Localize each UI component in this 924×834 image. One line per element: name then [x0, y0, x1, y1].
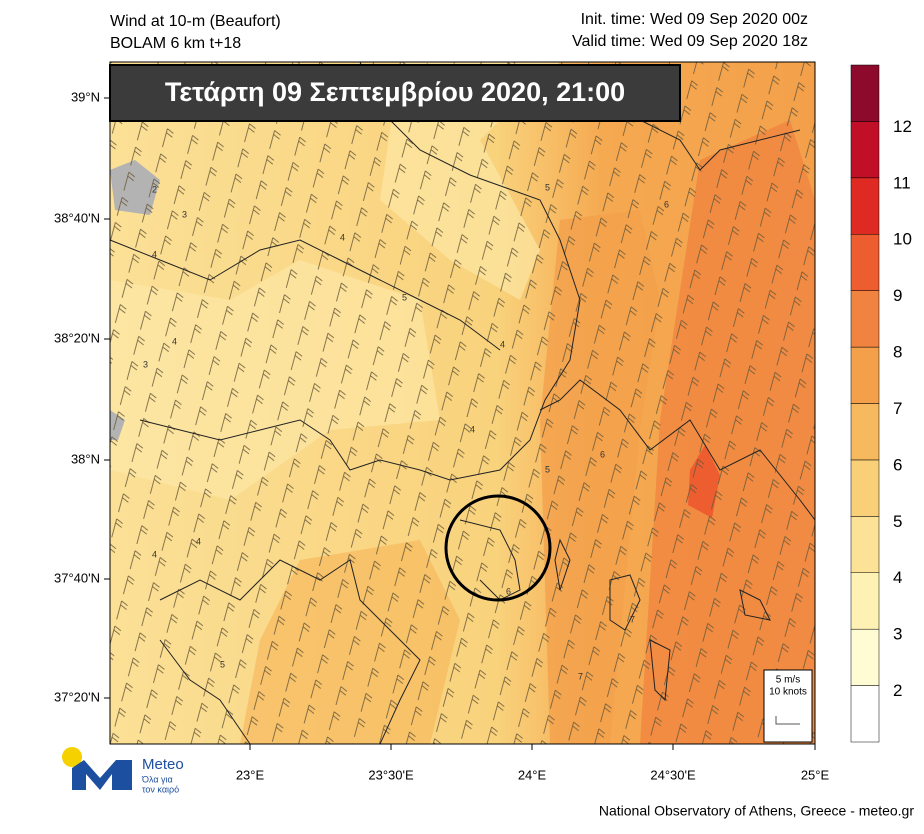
- lat-label: 39°N: [71, 89, 100, 104]
- lon-label: 23°30'E: [368, 767, 414, 782]
- contour-label: 4: [196, 536, 201, 546]
- scale-knots: 10 knots: [769, 687, 807, 698]
- logo-tagline: Όλα για: [141, 774, 173, 784]
- contour-label: 5: [545, 464, 550, 474]
- contour-label: 6: [600, 449, 605, 459]
- contour-label: 4: [340, 232, 345, 242]
- colorbar-band: [850, 64, 880, 122]
- contour-label: 4: [152, 549, 157, 559]
- colorbar-band: [850, 459, 880, 517]
- colorbar-band: [850, 403, 880, 461]
- valid-time: Valid time: Wed 09 Sep 2020 18z: [572, 33, 808, 50]
- contour-label: 4: [500, 339, 505, 349]
- colorbar-label: 5: [893, 512, 902, 531]
- colorbar-band: [850, 516, 880, 573]
- colorbar-label: 3: [893, 625, 902, 644]
- footer: National Observatory of Athens, Greece -…: [599, 803, 914, 819]
- colorbar-band: [850, 685, 880, 743]
- lat-label: 38°N: [71, 451, 100, 466]
- logo-name: Meteo: [142, 756, 184, 773]
- contour-label: 5: [402, 292, 407, 302]
- colorbar-band: [850, 572, 880, 630]
- colorbar-label: 9: [893, 286, 902, 305]
- contour-label: 3: [182, 209, 187, 219]
- lat-label: 38°20'N: [54, 330, 100, 345]
- colorbar-band: [850, 121, 880, 179]
- contour-label: 4: [172, 336, 177, 346]
- lon-label: 25°E: [801, 767, 830, 782]
- logo: Meteo Όλα για τον καιρό: [62, 747, 184, 794]
- model: BOLAM 6 km t+18: [110, 35, 241, 52]
- colorbar-label: 6: [893, 455, 902, 474]
- banner-bg: [109, 64, 681, 122]
- contour-label: 5: [220, 659, 225, 669]
- colorbar-band: [850, 346, 880, 404]
- contour-label: 6: [506, 586, 511, 596]
- colorbar-label: 2: [893, 681, 902, 700]
- lat-label: 37°20'N: [54, 689, 100, 704]
- map-area: [109, 61, 816, 745]
- colorbar-band: [850, 177, 880, 235]
- lat-label: 37°40'N: [54, 570, 100, 585]
- logo-tagline: τον καιρό: [142, 784, 179, 794]
- contour-label: 7: [578, 671, 583, 681]
- title: Wind at 10-m (Beaufort): [110, 13, 281, 30]
- colorbar-band: [850, 290, 880, 348]
- colorbar-label: 11: [893, 173, 911, 192]
- contour-label: 7: [630, 614, 635, 624]
- contour-label: 3: [143, 359, 148, 369]
- contour-label: 5: [545, 182, 550, 192]
- contour-label: 4: [152, 249, 157, 259]
- colorbar-label: 7: [893, 399, 902, 418]
- banner: Τετάρτη 09 Σεπτεμβρίου 2020, 21:00: [165, 77, 625, 107]
- init-time: Init. time: Wed 09 Sep 2020 00z: [581, 11, 808, 28]
- scale-speed: 5 m/s: [776, 675, 800, 686]
- colorbar-label: 10: [893, 230, 912, 249]
- colorbar-label: 4: [893, 568, 902, 587]
- contour-label: 6: [664, 199, 669, 209]
- scale-box: 5 m/s 10 knots: [763, 669, 813, 743]
- contour-label: 4: [470, 424, 475, 434]
- colorbar-label: 8: [893, 343, 902, 362]
- lat-label: 38°40'N: [54, 210, 100, 225]
- lon-label: 24°E: [518, 767, 547, 782]
- contour-label: 2: [152, 184, 157, 194]
- lon-label: 23°E: [236, 767, 265, 782]
- colorbar-label: 12: [893, 117, 912, 136]
- lon-label: 24°30'E: [650, 767, 696, 782]
- colorbar-band: [850, 628, 880, 686]
- colorbar-band: [850, 234, 880, 291]
